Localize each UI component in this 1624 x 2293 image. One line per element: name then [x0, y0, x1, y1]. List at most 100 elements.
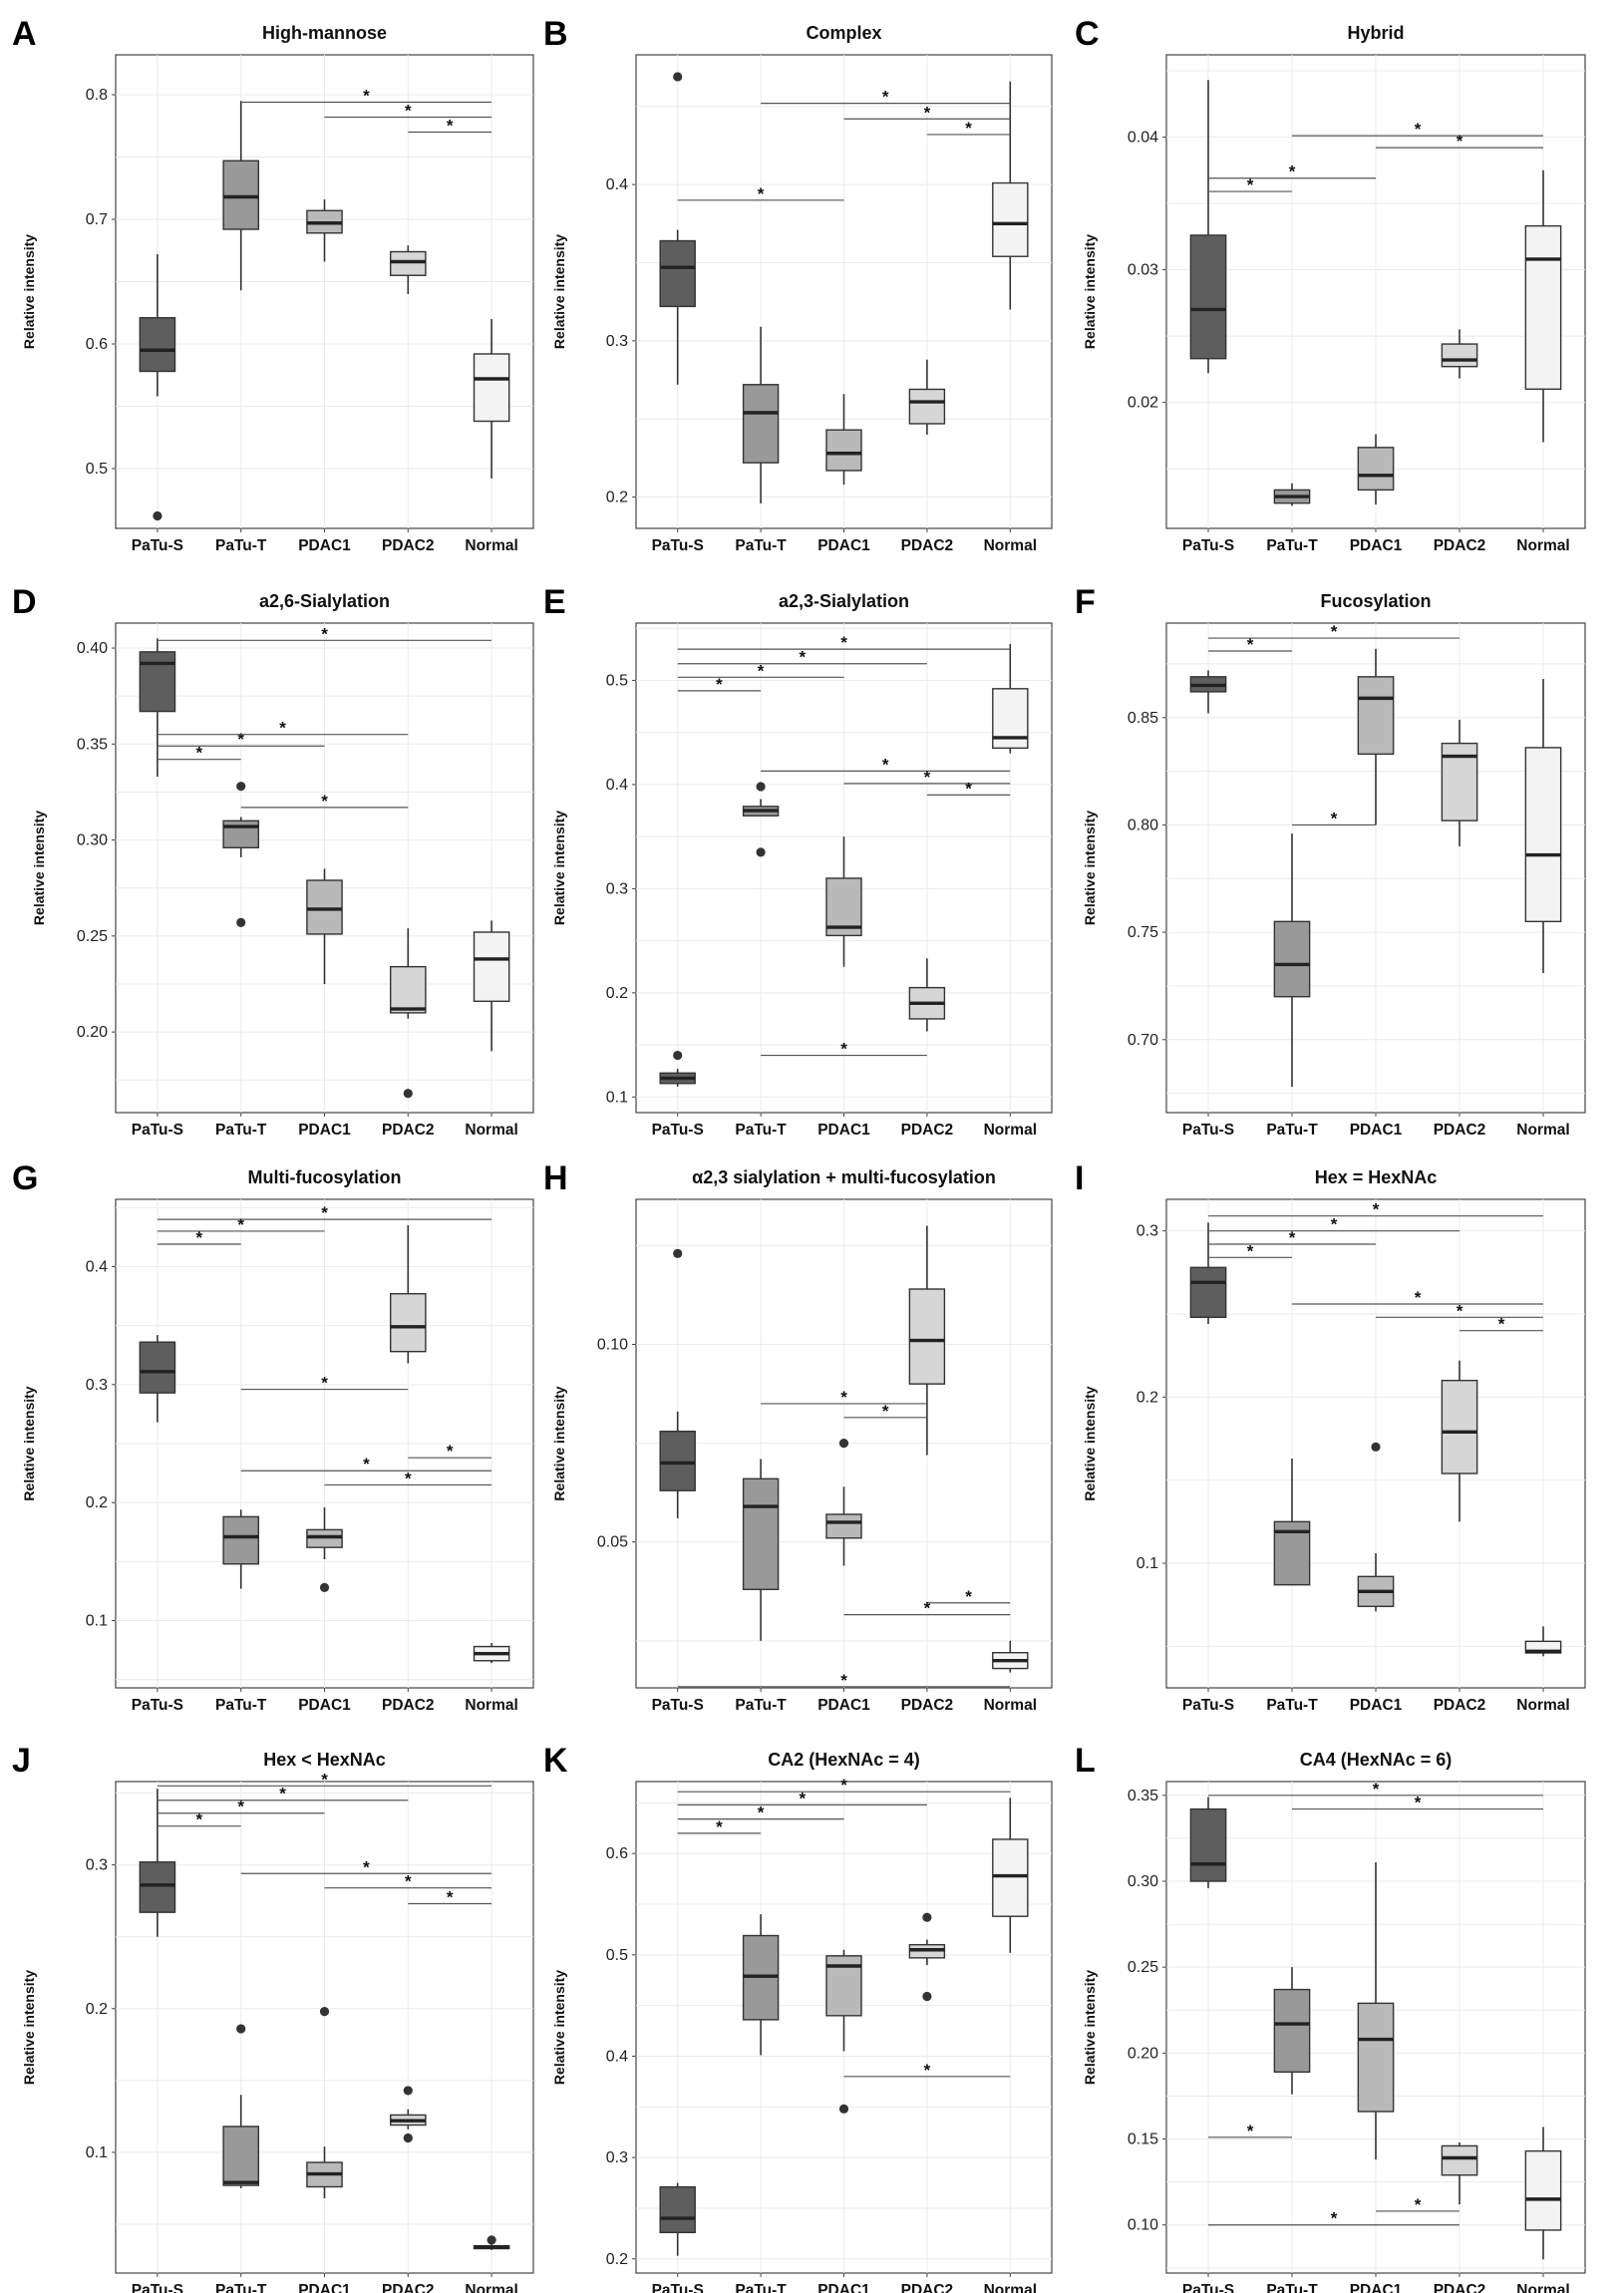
- box-iqr: [742, 1477, 780, 1590]
- x-tick-label: PaTu-T: [215, 1697, 267, 1714]
- x-tick-label: PaTu-S: [132, 537, 183, 554]
- panel-l: 0.10 0.15 0.20 0.25 0.30 0.35 PaTu-S PaTu-T PDAC…: [1075, 1742, 1586, 2293]
- x-tick-label: PDAC2: [382, 2282, 435, 2293]
- boxplot-pdac2: [1441, 329, 1478, 379]
- x-tick-label: PDAC1: [298, 1122, 351, 1139]
- x-tick-label: PDAC2: [1434, 1697, 1486, 1714]
- significance-star: *: [1415, 1794, 1422, 1812]
- panel-letter: E: [543, 583, 566, 621]
- boxplot-patu-s: [139, 1335, 176, 1423]
- significance-star: *: [279, 1785, 286, 1803]
- box-iqr: [659, 239, 696, 308]
- panel-title: a2,3-Sialylation: [779, 591, 909, 611]
- significance-star: *: [363, 1857, 370, 1876]
- boxplot-patu-s: [139, 254, 176, 521]
- y-tick-label: 0.3: [1137, 1223, 1158, 1240]
- boxplot-patu-s: [659, 1050, 696, 1087]
- boxplot-patu-s: [659, 72, 696, 385]
- significance-star: *: [405, 102, 412, 121]
- y-tick-label: 0.5: [606, 1947, 628, 1964]
- boxplot-pdac2: [908, 359, 946, 435]
- significance-star: *: [1247, 635, 1254, 654]
- outlier-point: [319, 1582, 330, 1592]
- x-tick-label: PaTu-T: [215, 1122, 267, 1139]
- x-tick-label: PaTu-S: [1182, 1122, 1234, 1139]
- significance-star: *: [1415, 2195, 1422, 2214]
- panel-h: 0.05 0.10 PaTu-S PaTu-T PDAC1 PDAC2 Normal Rela…: [543, 1159, 1053, 1714]
- boxplot-patu-t: [742, 1914, 780, 2056]
- significance-star: *: [1247, 2122, 1254, 2140]
- boxplot-normal: [992, 643, 1029, 754]
- significance-star: *: [799, 648, 806, 667]
- box-iqr: [1524, 2149, 1562, 2231]
- boxplot-pdac1: [1357, 648, 1395, 825]
- box-iqr: [1189, 1807, 1227, 1882]
- y-tick-label: 0.35: [1128, 1788, 1158, 1804]
- y-tick-label: 0.7: [86, 211, 108, 228]
- box-iqr: [659, 1431, 696, 1491]
- y-tick-label: 0.2: [606, 985, 628, 1002]
- x-tick-label: PDAC1: [298, 537, 351, 554]
- y-tick-label: 0.25: [77, 928, 108, 945]
- x-tick-label: PDAC2: [1434, 1122, 1486, 1139]
- y-tick-label: 0.20: [1128, 2045, 1158, 2062]
- significance-star: *: [1331, 2209, 1338, 2228]
- panel-g: 0.1 0.2 0.3 0.4 PaTu-S PaTu-T PDAC1 PDAC2 Normal…: [12, 1159, 534, 1714]
- y-axis-label: Relative intensity: [31, 811, 47, 925]
- y-tick-label: 0.40: [77, 640, 108, 657]
- significance-star: *: [447, 1888, 454, 1907]
- boxplot-patu-t: [1273, 483, 1311, 506]
- significance-star: *: [799, 1789, 806, 1807]
- boxplot-pdac2: [390, 1225, 427, 1364]
- x-tick-label: Normal: [984, 537, 1037, 554]
- panel-title: a2,6-Sialylation: [259, 591, 390, 611]
- boxplot-patu-t: [742, 782, 780, 857]
- box-iqr: [1524, 224, 1562, 390]
- outlier-point: [1371, 1442, 1381, 1452]
- x-tick-label: PDAC1: [1350, 1697, 1403, 1714]
- y-tick-label: 0.5: [606, 672, 628, 689]
- significance-star: *: [363, 1455, 370, 1474]
- y-tick-label: 0.75: [1128, 924, 1158, 941]
- y-tick-label: 0.2: [86, 2001, 108, 2018]
- significance-star: *: [924, 2061, 931, 2080]
- significance-star: *: [321, 792, 328, 811]
- significance-star: *: [405, 1469, 412, 1487]
- x-tick-label: Normal: [465, 1697, 517, 1714]
- significance-star: *: [882, 755, 889, 774]
- y-tick-label: 0.85: [1128, 710, 1158, 727]
- panel-j: 0.1 0.2 0.3 PaTu-S PaTu-T PDAC1 PDAC2 Normal Rel…: [12, 1742, 534, 2293]
- box-iqr: [390, 965, 427, 1014]
- x-tick-label: Normal: [1516, 1122, 1569, 1139]
- x-tick-label: Normal: [1516, 537, 1569, 554]
- x-tick-label: PaTu-S: [1182, 2282, 1234, 2293]
- y-axis-label: Relative intensity: [551, 811, 567, 925]
- panel-k: 0.2 0.3 0.4 0.5 0.6 PaTu-S PaTu-T PDAC1 PDAC2 Nor…: [543, 1742, 1053, 2293]
- outlier-point: [838, 2104, 849, 2114]
- box-iqr: [992, 181, 1029, 257]
- y-tick-label: 0.30: [77, 832, 108, 849]
- boxplot-patu-t: [222, 101, 259, 291]
- x-tick-label: PDAC2: [901, 2282, 954, 2293]
- y-tick-label: 0.2: [1137, 1389, 1158, 1406]
- y-tick-label: 0.80: [1128, 817, 1158, 833]
- x-tick-label: PaTu-S: [1182, 537, 1234, 554]
- y-tick-label: 0.4: [86, 1258, 108, 1275]
- significance-star: *: [1331, 622, 1338, 641]
- boxplot-pdac2: [908, 1225, 946, 1456]
- boxplot-normal: [473, 2235, 510, 2250]
- significance-star: *: [279, 719, 286, 738]
- box-iqr: [1441, 2144, 1478, 2176]
- x-tick-label: PDAC1: [817, 1697, 870, 1714]
- panel-title: CA2 (HexNAc = 4): [768, 1750, 920, 1770]
- y-tick-label: 0.25: [1128, 1959, 1158, 1976]
- x-tick-label: PDAC2: [901, 1697, 954, 1714]
- box-iqr: [1273, 1988, 1311, 2074]
- significance-star: *: [924, 1599, 931, 1618]
- boxplot-pdac1: [1357, 434, 1395, 505]
- y-axis-label: Relative intensity: [551, 1386, 567, 1500]
- panel-a: 0.5 0.6 0.7 0.8 PaTu-S PaTu-T PDAC1 PDAC2 Normal…: [12, 15, 534, 554]
- significance-star: *: [716, 675, 723, 694]
- significance-star: *: [405, 1872, 412, 1891]
- box-iqr: [659, 2185, 696, 2234]
